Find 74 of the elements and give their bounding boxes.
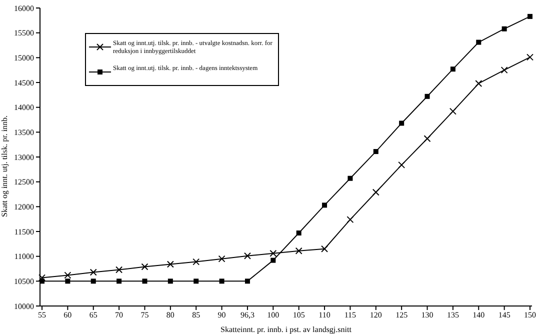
point — [321, 245, 328, 252]
point — [168, 278, 173, 284]
point — [270, 258, 276, 263]
point — [116, 278, 122, 284]
point — [399, 120, 404, 126]
point — [322, 202, 328, 208]
x-tick-label: 96,3 — [240, 310, 254, 320]
point — [38, 274, 46, 282]
point — [116, 266, 123, 274]
x-tick-label: 115 — [344, 310, 356, 320]
point — [346, 216, 354, 224]
point — [502, 26, 507, 32]
point — [166, 260, 174, 268]
point — [219, 278, 224, 284]
point — [295, 247, 302, 254]
point — [244, 252, 251, 260]
x-axis-title: Skatteinnt. pr. innb. i pst. av landsgj.snitt — [220, 325, 352, 334]
y-axis-title: Skatt og innt. utj. tilsk. pr. innb. — [0, 115, 9, 217]
point — [449, 108, 456, 115]
point — [528, 14, 532, 19]
point — [424, 94, 430, 99]
x-tick-label: 85 — [192, 310, 200, 320]
x-tick-label: 140 — [472, 310, 485, 320]
point — [398, 161, 406, 168]
x-tick-label: 130 — [421, 310, 434, 320]
point — [141, 263, 148, 270]
y-tick-label: 13000 — [14, 152, 34, 162]
y-tick-label: 11000 — [14, 252, 34, 262]
x-tick-label: 100 — [267, 310, 280, 320]
x-tick-label: 55 — [38, 310, 46, 320]
x-tick-label: 65 — [89, 310, 98, 320]
y-tick-label: 12500 — [14, 178, 34, 187]
point — [192, 258, 200, 266]
point — [65, 278, 70, 284]
point — [64, 272, 72, 279]
y-tick-label: 14500 — [14, 78, 34, 88]
x-tick-label: 150 — [524, 310, 536, 320]
point — [194, 278, 199, 284]
point — [475, 80, 482, 87]
point — [526, 54, 534, 61]
x-tick-label: 120 — [370, 310, 382, 320]
y-tick-label: 10500 — [14, 277, 34, 286]
y-tick-label: 16000 — [14, 4, 34, 13]
y-tick-label: 14000 — [14, 103, 34, 112]
x-tick-label: 75 — [140, 310, 149, 320]
point — [450, 66, 456, 72]
y-tick-label: 13500 — [14, 128, 34, 138]
point — [424, 135, 431, 142]
point — [142, 278, 148, 284]
y-tick-label: 15000 — [14, 54, 34, 63]
point — [373, 149, 378, 154]
point — [270, 250, 277, 257]
x-tick-label: 80 — [166, 310, 174, 320]
point — [218, 255, 226, 262]
point — [90, 268, 97, 276]
point — [476, 40, 482, 45]
x-tick-label: 125 — [396, 310, 408, 320]
point — [500, 66, 508, 74]
x-tick-label: 60 — [64, 310, 72, 320]
x-tick-label: 145 — [498, 310, 510, 320]
x-tick-label: 110 — [318, 310, 330, 320]
y-tick-label: 11500 — [14, 227, 34, 236]
y-tick-label: 10000 — [14, 302, 34, 311]
x-tick-label: 70 — [115, 310, 124, 320]
x-tick-label: 105 — [292, 310, 305, 320]
point — [90, 278, 96, 284]
y-tick-label: 15500 — [14, 28, 34, 38]
point — [296, 230, 302, 236]
y-tick-label: 12000 — [14, 202, 34, 212]
point — [372, 188, 380, 196]
point — [348, 176, 353, 181]
x-tick-label: 90 — [218, 310, 226, 320]
x-tick-label: 135 — [446, 310, 459, 320]
point — [244, 278, 250, 284]
